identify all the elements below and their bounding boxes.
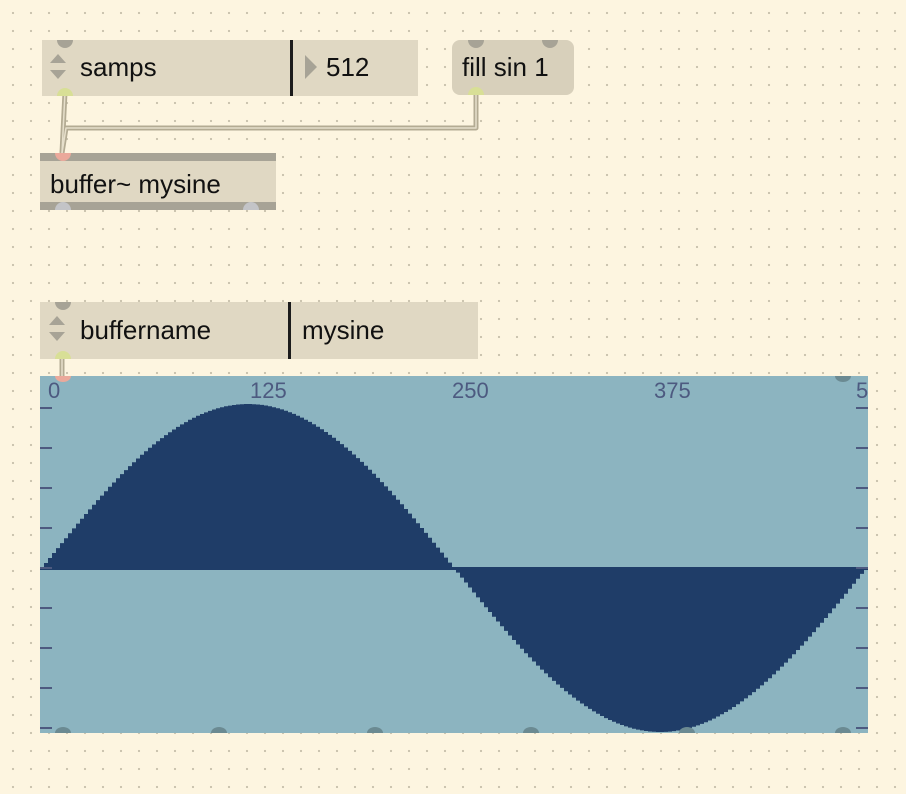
outlet-port[interactable] — [55, 202, 71, 210]
inlet-port[interactable] — [542, 40, 558, 48]
attribute-menu-arrows-icon[interactable] — [49, 52, 67, 84]
outlet-port[interactable] — [55, 351, 71, 359]
outlet-port[interactable] — [55, 727, 71, 733]
ruler-label: 125 — [250, 378, 287, 403]
outlet-port[interactable] — [679, 727, 695, 733]
outlet-port[interactable] — [523, 727, 539, 733]
outlet-port[interactable] — [211, 727, 227, 733]
zero-line — [40, 567, 868, 570]
attrui-separator — [290, 40, 293, 96]
attrui-separator — [288, 302, 291, 359]
outlet-port[interactable] — [835, 727, 851, 733]
inlet-port[interactable] — [468, 40, 484, 48]
buffer-object[interactable]: buffer~ mysine — [40, 153, 276, 210]
outlet-port[interactable] — [468, 87, 484, 95]
ruler-label: 0 — [48, 378, 60, 403]
attribute-name: buffername — [80, 315, 212, 345]
outlet-port[interactable] — [367, 727, 383, 733]
ruler-label: 250 — [452, 378, 489, 403]
inlet-port[interactable] — [57, 40, 73, 48]
outlet-port[interactable] — [243, 202, 259, 210]
message-fill-sin[interactable]: fill sin 1 — [452, 40, 574, 95]
object-text: buffer~ mysine — [50, 169, 221, 199]
outlet-port[interactable] — [57, 88, 73, 96]
ruler-label: 5 — [856, 378, 868, 403]
attribute-value[interactable]: 512 — [326, 52, 370, 82]
attrui-samps[interactable]: samps 512 — [42, 40, 418, 96]
inlet-port[interactable] — [55, 376, 71, 382]
inlet-port[interactable] — [55, 153, 71, 161]
waveform-plot[interactable]: 0 125 250 375 5 — [40, 376, 868, 733]
attribute-value[interactable]: mysine — [302, 315, 385, 345]
message-text: fill sin 1 — [462, 52, 549, 82]
attribute-name: samps — [80, 52, 157, 82]
inlet-port[interactable] — [835, 376, 851, 382]
inlet-port[interactable] — [55, 302, 71, 310]
ruler-label: 375 — [654, 378, 691, 403]
attribute-menu-arrows-icon[interactable] — [48, 314, 66, 346]
number-triangle-icon — [305, 55, 317, 79]
waveform-display[interactable]: 0 125 250 375 5 — [40, 376, 868, 733]
patchcord-fill-to-buffer — [59, 92, 479, 154]
attrui-buffername[interactable]: buffername mysine — [40, 302, 478, 359]
